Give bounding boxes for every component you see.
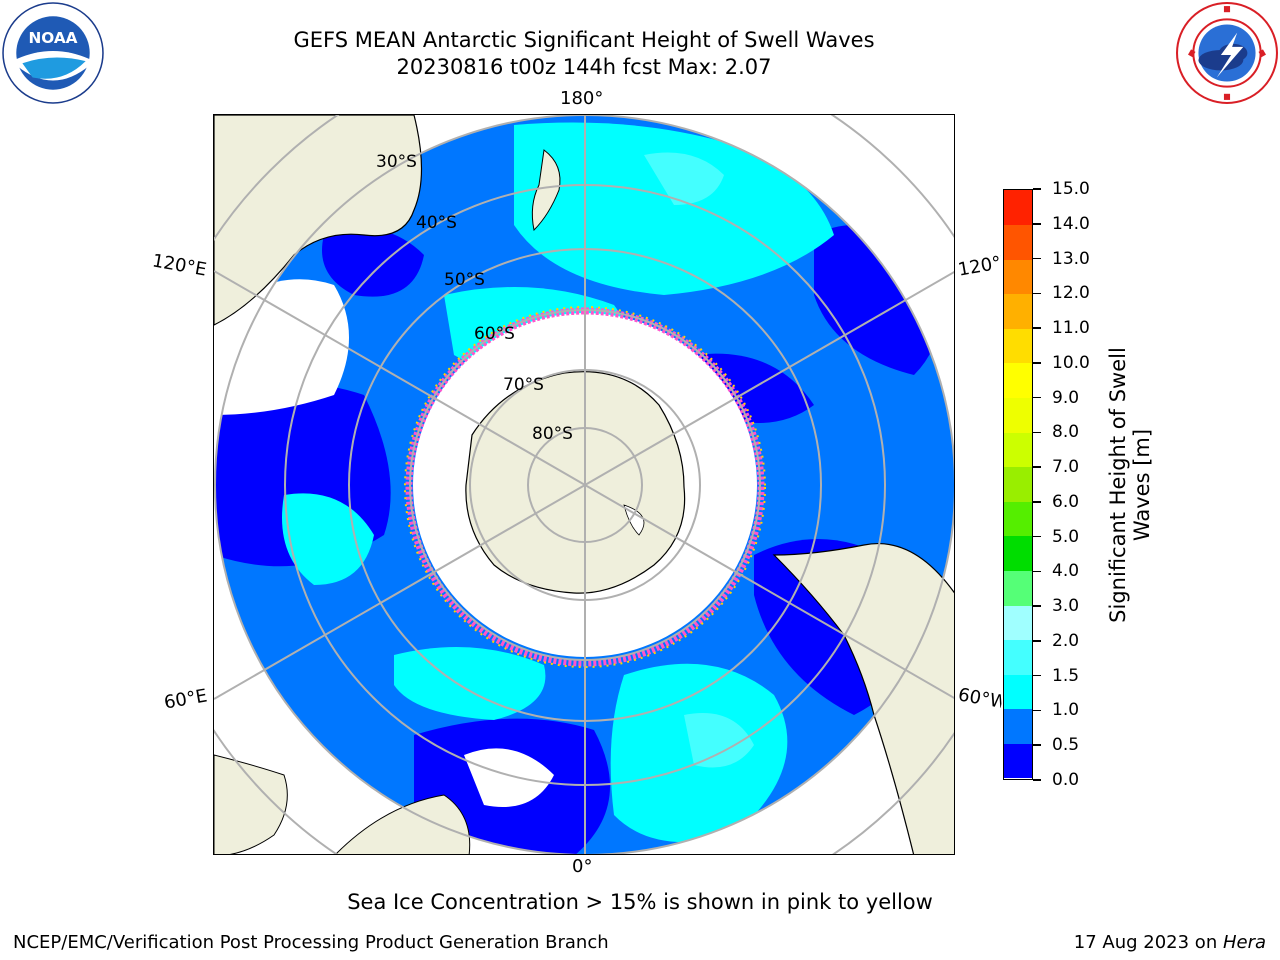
colorbar-title: Significant Height of Swell Waves [m] [1106, 347, 1154, 623]
colorbar-tick [1033, 501, 1041, 503]
colorbar-segment [1004, 362, 1032, 399]
colorbar-tick [1033, 396, 1041, 399]
colorbar-tick [1033, 431, 1041, 434]
colorbar-tick-label: 7.0 [1052, 457, 1080, 478]
footer-date: 17 Aug 2023 on Hera [1074, 932, 1266, 953]
lon-label-0: 0° [572, 856, 593, 877]
colorbar-segment [1004, 708, 1032, 744]
polar-stereographic-map [213, 114, 955, 855]
colorbar-segment [1004, 328, 1032, 364]
colorbar-tick [1033, 327, 1041, 329]
colorbar-tick-label: 5.0 [1052, 526, 1080, 547]
noaa-logo-icon: NOAA [2, 2, 104, 104]
lat-label-80s: 80°S [532, 424, 573, 444]
colorbar-tick-label: 0.5 [1052, 735, 1080, 756]
colorbar [1003, 189, 1033, 780]
colorbar-segment [1004, 639, 1032, 675]
chart-subtitle: 20230816 t00z 144h fcst Max: 2.07 [396, 55, 772, 79]
swell-height-map-svg [214, 115, 954, 854]
colorbar-tick [1033, 605, 1041, 607]
colorbar-tick [1033, 535, 1041, 538]
colorbar-tick [1033, 257, 1041, 260]
lat-label-30s: 30°S [376, 152, 417, 172]
colorbar-segment [1004, 397, 1032, 433]
colorbar-tick-label: 10.0 [1052, 352, 1090, 373]
lat-label-70s: 70°S [503, 375, 544, 395]
colorbar-segment [1004, 605, 1032, 641]
footer-machine: Hera [1222, 932, 1266, 953]
colorbar-tick-label: 6.0 [1052, 491, 1080, 512]
colorbar-tick-label: 2.0 [1052, 630, 1080, 651]
colorbar-tick-label: 1.5 [1052, 665, 1080, 686]
colorbar-segment [1004, 190, 1032, 226]
colorbar-tick [1033, 709, 1041, 712]
graticule [214, 115, 954, 854]
lat-label-60s: 60°S [474, 324, 515, 344]
continents [214, 115, 954, 854]
colorbar-tick [1033, 570, 1041, 573]
colorbar-tick [1033, 744, 1041, 746]
chart-title: GEFS MEAN Antarctic Significant Height o… [293, 28, 875, 52]
lon-label-120w: 120°W [956, 252, 1004, 281]
colorbar-segment [1004, 466, 1032, 502]
colorbar-tick [1033, 674, 1041, 677]
footer-organization: NCEP/EMC/Verification Post Processing Pr… [13, 932, 609, 953]
colorbar-segment [1004, 535, 1032, 571]
colorbar-tick-label: 1.0 [1052, 700, 1080, 721]
colorbar-tick-label: 15.0 [1052, 179, 1090, 199]
footer-date-text: 17 Aug 2023 on [1073, 932, 1223, 953]
lon-label-60e: 60°E [162, 685, 209, 714]
colorbar-segment [1004, 743, 1032, 779]
lat-label-40s: 40°S [416, 213, 457, 233]
colorbar-tick [1033, 640, 1041, 642]
colorbar-segment [1004, 224, 1032, 260]
lon-label-60w: 60°W [956, 684, 1004, 713]
colorbar-tick-label: 11.0 [1052, 318, 1090, 339]
sea-ice-note: Sea Ice Concentration > 15% is shown in … [347, 890, 933, 914]
colorbar-tick [1033, 223, 1041, 225]
colorbar-tick-label: 4.0 [1052, 561, 1080, 582]
lon-label-120e: 120°E [150, 250, 209, 281]
colorbar-segment [1004, 674, 1032, 710]
svg-text:NOAA: NOAA [28, 29, 77, 47]
lat-label-50s: 50°S [444, 270, 485, 290]
colorbar-tick [1033, 362, 1041, 364]
colorbar-tick [1033, 292, 1041, 295]
colorbar-segment [1004, 293, 1032, 329]
colorbar-tick-label: 0.0 [1052, 770, 1080, 790]
colorbar-tick-label: 13.0 [1052, 248, 1090, 269]
colorbar-tick-label: 9.0 [1052, 387, 1080, 408]
colorbar-tick [1033, 466, 1041, 468]
colorbar-tick-label: 8.0 [1052, 422, 1080, 443]
colorbar-tick-label: 3.0 [1052, 596, 1080, 617]
colorbar-segment [1004, 501, 1032, 537]
colorbar-segment [1004, 432, 1032, 468]
national-weather-service-logo-icon [1176, 2, 1278, 104]
lon-label-180: 180° [560, 88, 604, 109]
colorbar-tick [1033, 188, 1041, 190]
colorbar-tick [1033, 779, 1041, 781]
colorbar-segment [1004, 259, 1032, 295]
colorbar-tick-label: 14.0 [1052, 213, 1090, 234]
colorbar-segment [1004, 570, 1032, 606]
colorbar-tick-label: 12.0 [1052, 283, 1090, 304]
